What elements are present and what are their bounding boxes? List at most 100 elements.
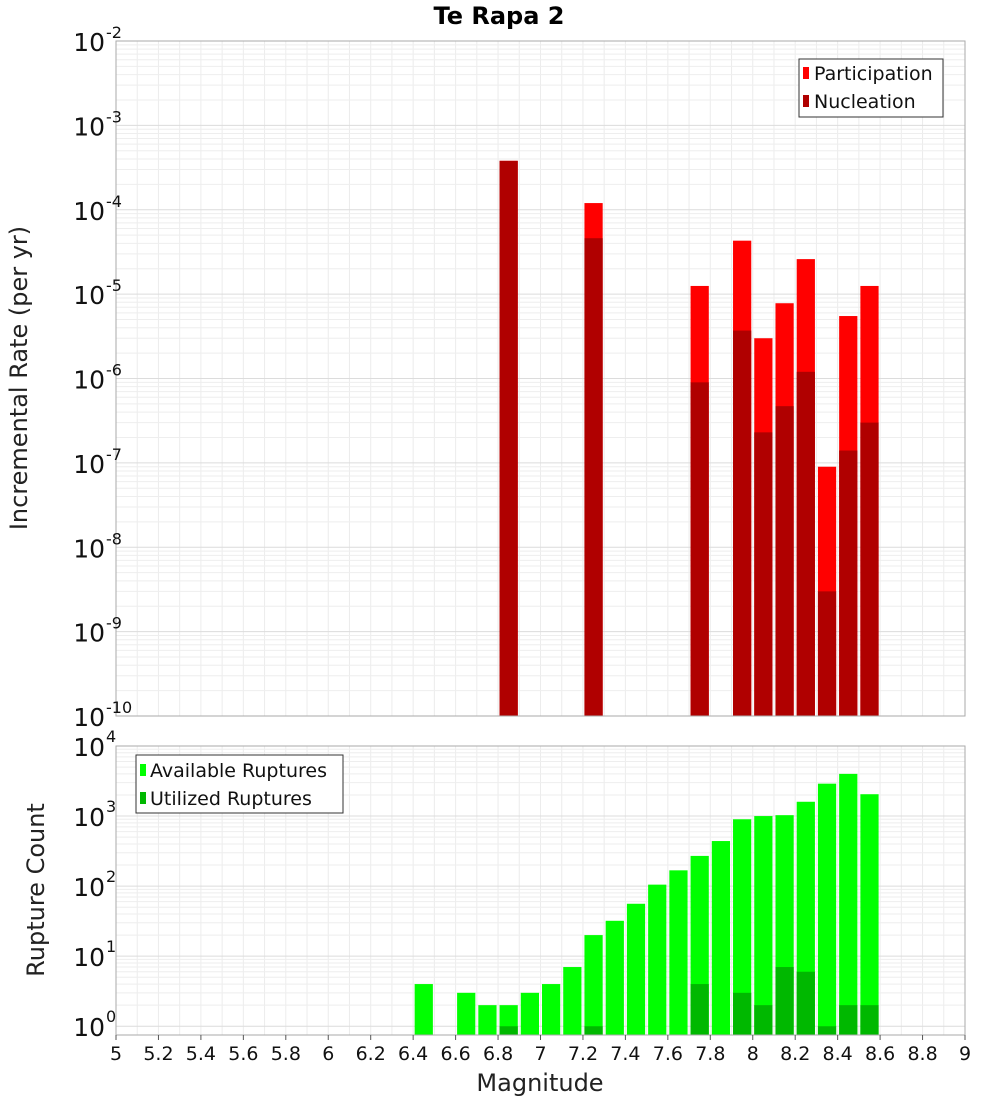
nucleation-bar (839, 450, 858, 716)
utilized-ruptures-bar (839, 1005, 858, 1035)
x-tick-label: 5 (110, 1043, 122, 1065)
available-ruptures-bar (520, 992, 539, 1035)
utilized-ruptures-bar (775, 967, 794, 1035)
x-tick-label: 6.4 (398, 1043, 428, 1065)
available-ruptures-bar (542, 984, 561, 1035)
y-tick-label: 10 (73, 28, 105, 57)
y-tick-label: 10 (73, 450, 105, 479)
available-ruptures-bar (563, 967, 582, 1035)
y-tick-exponent: -5 (106, 276, 122, 295)
y-tick-exponent: -10 (106, 698, 132, 717)
legend-swatch-utilized (140, 792, 146, 804)
x-tick-label: 8.2 (780, 1043, 810, 1065)
legend-label-utilized: Utilized Ruptures (150, 788, 312, 810)
y-tick-label: 10 (73, 281, 105, 310)
y-tick-exponent: -4 (106, 192, 122, 211)
available-ruptures-bar (478, 1005, 497, 1035)
y-tick-label: 10 (73, 733, 105, 762)
utilized-ruptures-bar (754, 1005, 773, 1035)
x-tick-label: 7.8 (695, 1043, 725, 1065)
y-tick-exponent: -7 (106, 445, 122, 464)
utilized-ruptures-bar (499, 1026, 518, 1035)
legend-label-participation: Participation (814, 63, 933, 85)
nucleation-bar (690, 382, 709, 716)
nucleation-bar (754, 432, 773, 716)
x-tick-label: 5.8 (271, 1043, 301, 1065)
y-tick-exponent: 4 (106, 727, 116, 746)
y-tick-label: 10 (73, 1013, 105, 1042)
x-tick-label: 5.4 (186, 1043, 216, 1065)
legend-swatch-nucleation (803, 95, 809, 107)
nucleation-bar (584, 238, 603, 716)
y-tick-label: 10 (73, 703, 105, 732)
rate-y-axis-label: Incremental Rate (per yr) (5, 226, 33, 530)
legend-swatch-available (140, 764, 146, 776)
available-ruptures-bar (817, 783, 837, 1035)
utilized-ruptures-bar (796, 971, 815, 1035)
x-tick-label: 8.6 (865, 1043, 895, 1065)
y-tick-label: 10 (73, 873, 105, 902)
x-tick-label: 8 (747, 1043, 759, 1065)
legend-label-nucleation: Nucleation (814, 91, 916, 113)
available-ruptures-bar (733, 819, 752, 1035)
y-tick-exponent: 1 (106, 937, 116, 956)
nucleation-bar (733, 330, 752, 716)
nucleation-bar (796, 371, 815, 716)
utilized-ruptures-bar (733, 992, 752, 1035)
available-ruptures-bar (584, 935, 603, 1035)
nucleation-bar (775, 406, 794, 716)
y-tick-label: 10 (73, 619, 105, 648)
x-tick-label: 7.6 (653, 1043, 683, 1065)
x-axis-label: Magnitude (476, 1069, 603, 1097)
available-ruptures-bar (839, 773, 858, 1035)
rate-legend: Participation Nucleation (798, 58, 944, 118)
available-ruptures-bar (414, 984, 433, 1035)
y-tick-label: 10 (73, 112, 105, 141)
available-ruptures-bar (648, 884, 667, 1035)
legend-label-available: Available Ruptures (150, 760, 327, 782)
available-ruptures-bar (669, 870, 688, 1035)
y-tick-label: 10 (73, 534, 105, 563)
x-tick-label: 8.8 (907, 1043, 937, 1065)
x-tick-label: 8.4 (823, 1043, 853, 1065)
count-legend-box (135, 754, 344, 814)
y-tick-exponent: -3 (106, 107, 122, 126)
y-tick-exponent: 2 (106, 867, 116, 886)
x-tick-label: 6 (322, 1043, 334, 1065)
legend-swatch-participation (803, 67, 809, 79)
available-ruptures-bar (457, 992, 476, 1035)
nucleation-bar (817, 591, 837, 716)
nucleation-bar (860, 422, 879, 716)
x-tick-label: 6.8 (483, 1043, 513, 1065)
x-tick-label: 7.2 (568, 1043, 598, 1065)
available-ruptures-bar (860, 794, 879, 1035)
rate-grid (116, 41, 966, 717)
utilized-ruptures-bar (860, 1005, 879, 1035)
available-ruptures-bar (605, 920, 624, 1035)
chart-title: Te Rapa 2 (434, 2, 565, 30)
count-legend: Available Ruptures Utilized Ruptures (135, 754, 344, 814)
utilized-ruptures-bar (584, 1026, 603, 1035)
available-ruptures-bar (626, 903, 646, 1035)
rate-legend-box (798, 58, 944, 118)
y-tick-label: 10 (73, 803, 105, 832)
x-ticks: 5 5.2 5.4 5.6 5.8 6 6.2 6.4 6.6 6.8 7 7.2 7.4 7.6 7.8 8… (110, 1035, 971, 1065)
y-tick-exponent: 0 (106, 1007, 116, 1026)
x-tick-label: 9 (959, 1043, 971, 1065)
utilized-ruptures-bar (817, 1026, 837, 1035)
y-tick-exponent: -2 (106, 23, 122, 42)
utilized-ruptures-bar (690, 984, 709, 1035)
x-tick-label: 7.4 (610, 1043, 640, 1065)
y-tick-label: 10 (73, 366, 105, 395)
rate-bars (499, 160, 879, 717)
y-tick-label: 10 (73, 943, 105, 972)
x-tick-label: 6.2 (356, 1043, 386, 1065)
count-y-axis-label: Rupture Count (22, 803, 50, 977)
y-tick-exponent: 3 (106, 797, 116, 816)
count-bars (414, 773, 879, 1035)
x-tick-label: 7 (534, 1043, 546, 1065)
